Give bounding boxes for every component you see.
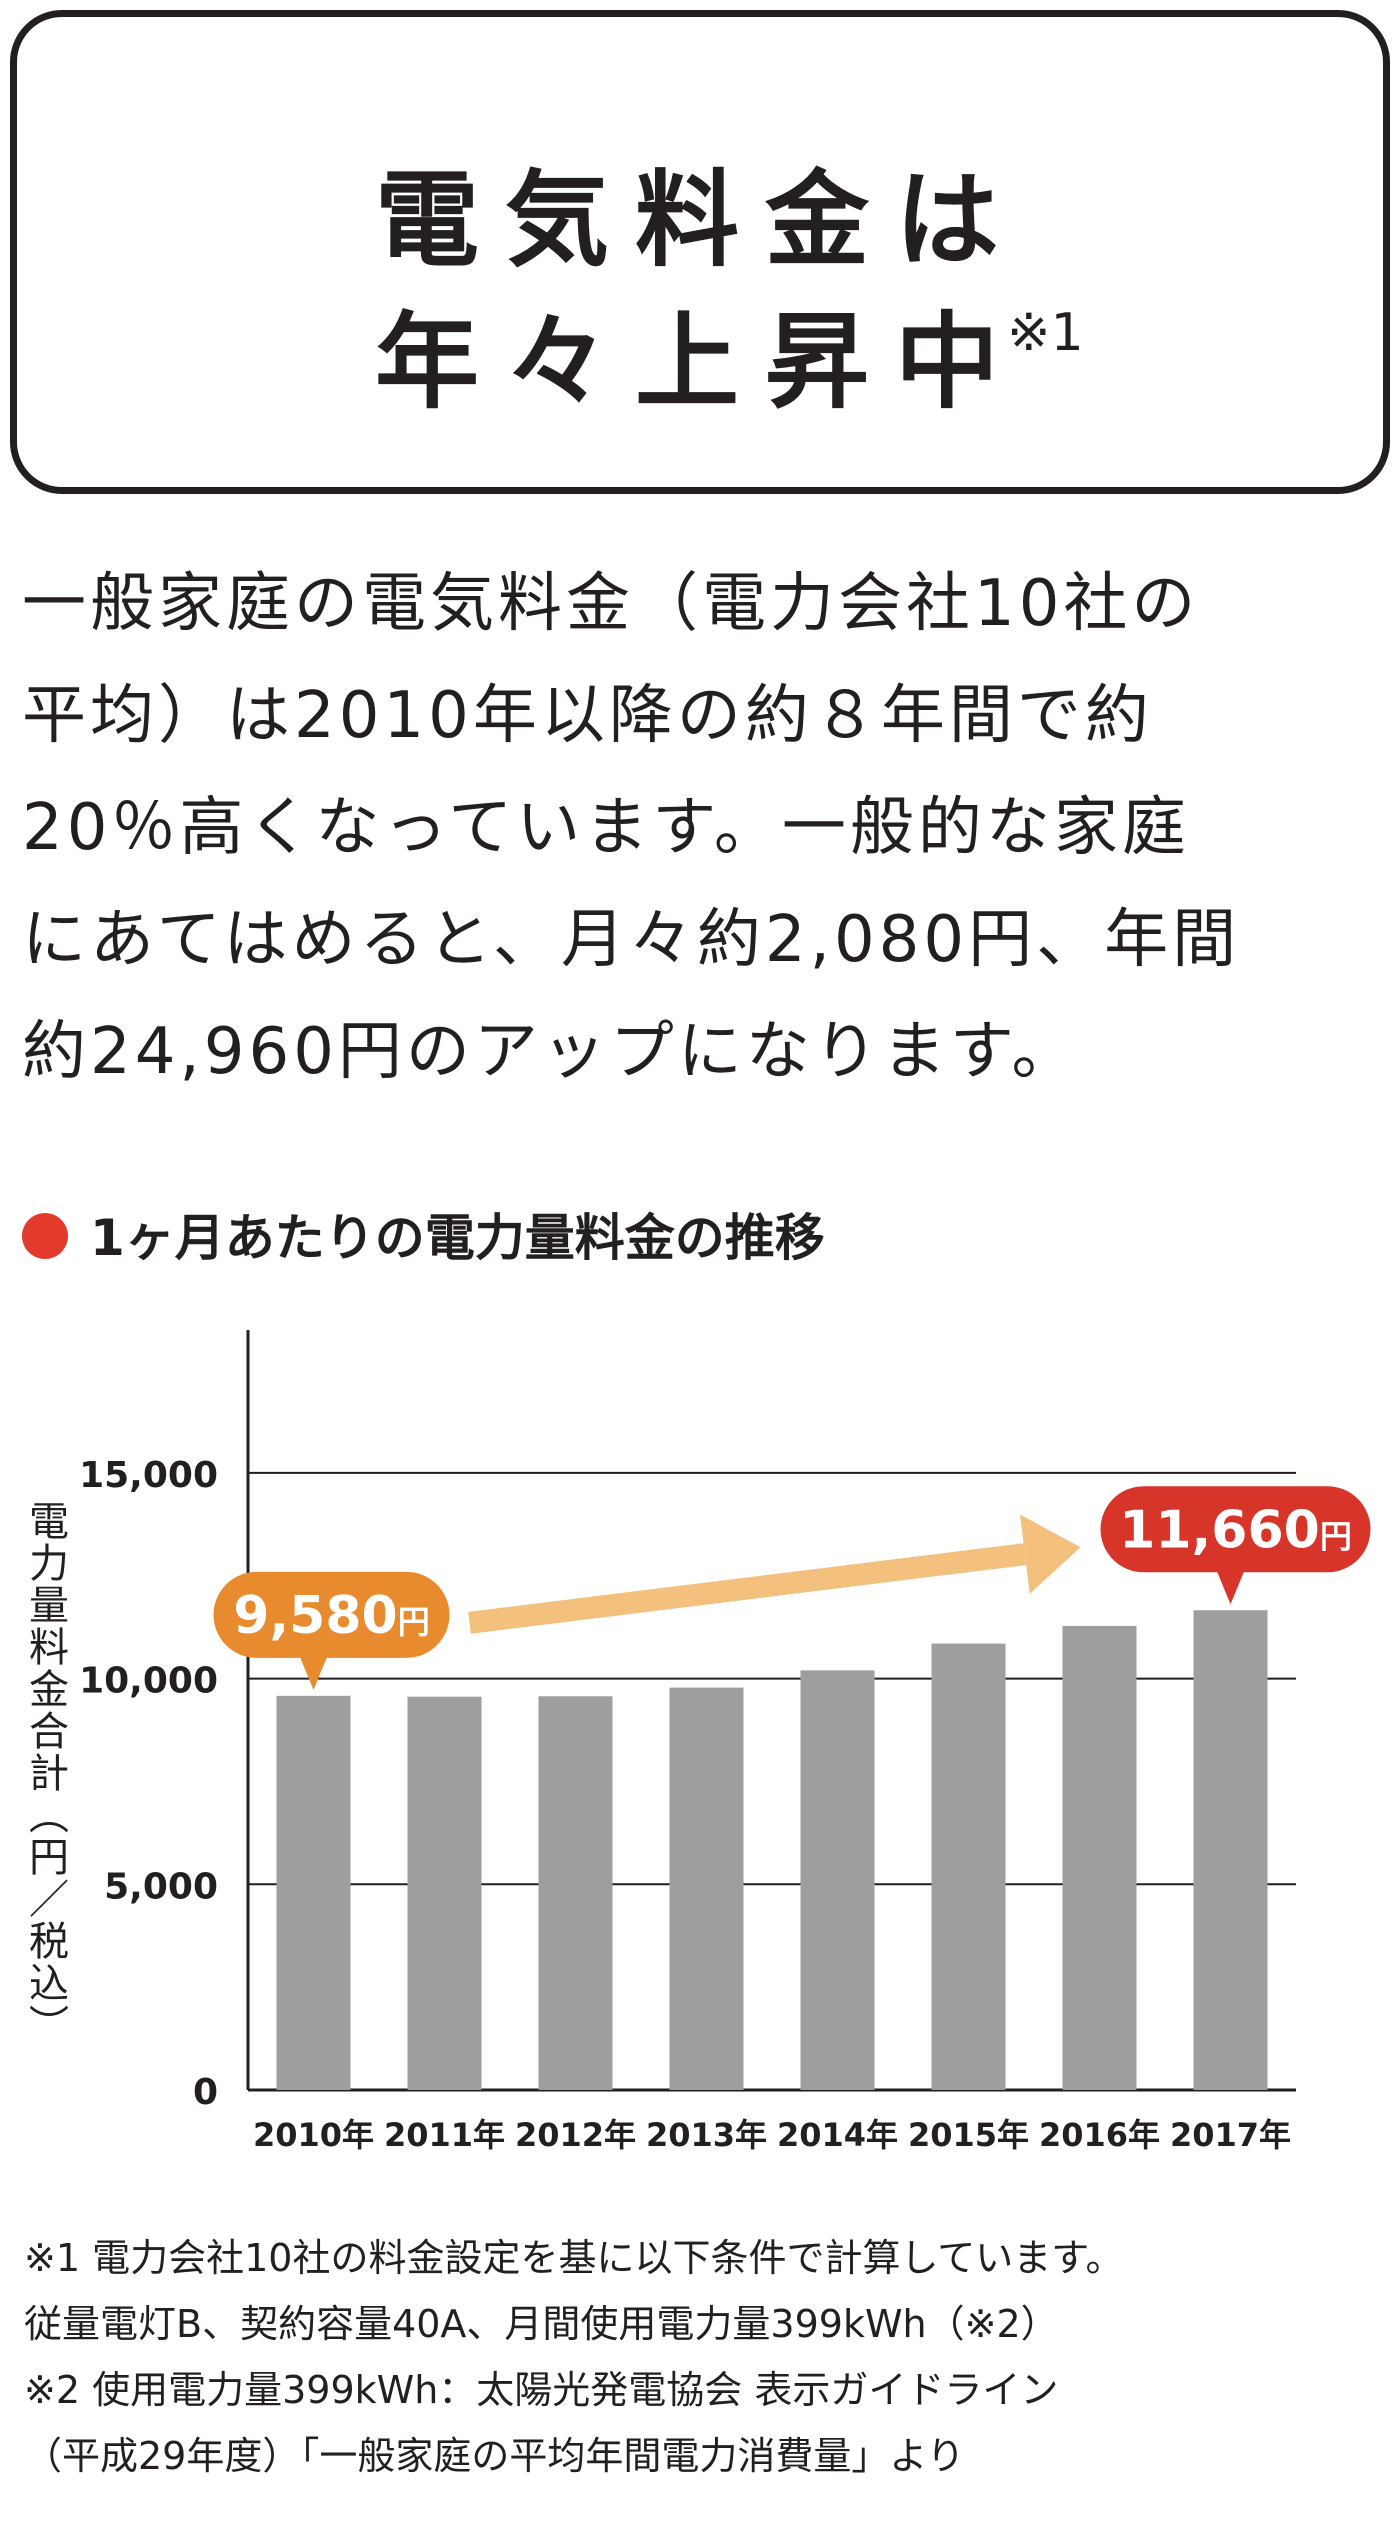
footnote-line: 従量電灯B、契約容量40A、月間使用電力量399kWh（※2） (24, 2302, 1059, 2346)
title-footnote-ref: ※1 (1007, 303, 1084, 363)
y-tick-label: 15,000 (79, 1455, 218, 1496)
title-box: 電気料金は 年々上昇中 ※1 (10, 10, 1390, 494)
x-tick-label: 2012年 (515, 2116, 636, 2154)
bar (669, 1687, 744, 2090)
x-tick-label: 2010年 (253, 2116, 374, 2154)
callout-value-unit: 円 (398, 1603, 430, 1641)
callout-pointer (1216, 1570, 1245, 1605)
x-tick-label: 2014年 (777, 2116, 898, 2154)
bar (538, 1696, 613, 2090)
bar (276, 1695, 351, 2090)
title-line-2: 年々上昇中 (17, 277, 1383, 428)
x-tick-label: 2011年 (384, 2116, 505, 2154)
callout-value-unit: 円 (1320, 1517, 1352, 1555)
chart-y-axis-label: 電力量料金合計（円／税込） (22, 1500, 68, 2046)
callout-bubble (213, 1571, 450, 1658)
x-tick-label: 2013年 (646, 2116, 767, 2154)
trend-arrow-head (1020, 1514, 1081, 1594)
x-tick-label: 2016年 (1039, 2116, 1160, 2154)
bullet-dot-icon (22, 1213, 68, 1259)
title-line-2-text: 年々上昇中 (374, 301, 1025, 423)
title-line-1: 電気料金は (374, 159, 1025, 281)
intro-line: にあてはめると、月々約2,080円、年間 (22, 903, 1241, 977)
y-tick-label: 5,000 (104, 1866, 218, 1907)
bar (1193, 1610, 1268, 2090)
chart-heading-text: 1ヶ月あたりの電力量料金の推移 (90, 1209, 825, 1267)
intro-line: 約24,960円のアップになります。 (22, 1015, 1080, 1089)
intro-line: 一般家庭の電気料金（電力会社10社の (22, 567, 1200, 641)
trend-arrow-shaft (468, 1543, 1027, 1634)
callout-value: 11,660円 (1119, 1500, 1352, 1560)
chart-heading: 1ヶ月あたりの電力量料金の推移 (22, 1198, 825, 1270)
bar (800, 1670, 875, 2090)
callout-value: 9,580円 (233, 1586, 430, 1646)
intro-paragraph: 一般家庭の電気料金（電力会社10社の 平均）は2010年以降の約８年間で約 20… (22, 548, 1382, 1108)
y-tick-label: 10,000 (79, 1661, 218, 1702)
x-tick-label: 2017年 (1170, 2116, 1291, 2154)
bar-chart: 0 5,000 10,000 15,000 2010年 2011年 2012年 2013年 20… (79, 1330, 1371, 2154)
callout-bubble (1100, 1486, 1371, 1573)
x-tick-label: 2015年 (908, 2116, 1029, 2154)
callout-value-number: 9,580 (233, 1586, 397, 1646)
callout-value-number: 11,660 (1119, 1500, 1320, 1560)
bar (1062, 1625, 1137, 2090)
footnotes: ※1 電力会社10社の料金設定を基に以下条件で計算しています。 従量電灯B、契約… (24, 2225, 1394, 2489)
bar (931, 1643, 1006, 2090)
footnote-line: ※1 電力会社10社の料金設定を基に以下条件で計算しています。 (24, 2236, 1124, 2280)
footnote-line: （平成29年度）「一般家庭の平均年間電力消費量」より (24, 2434, 965, 2478)
intro-line: 平均）は2010年以降の約８年間で約 (22, 679, 1153, 753)
y-tick-label: 0 (193, 2072, 218, 2113)
bar (407, 1696, 482, 2090)
footnote-line: ※2 使用電力量399kWh：太陽光発電協会 表示ガイドライン (24, 2368, 1059, 2412)
callout-pointer (299, 1655, 328, 1690)
intro-line: 20％高くなっています。一般的な家庭 (22, 791, 1190, 865)
